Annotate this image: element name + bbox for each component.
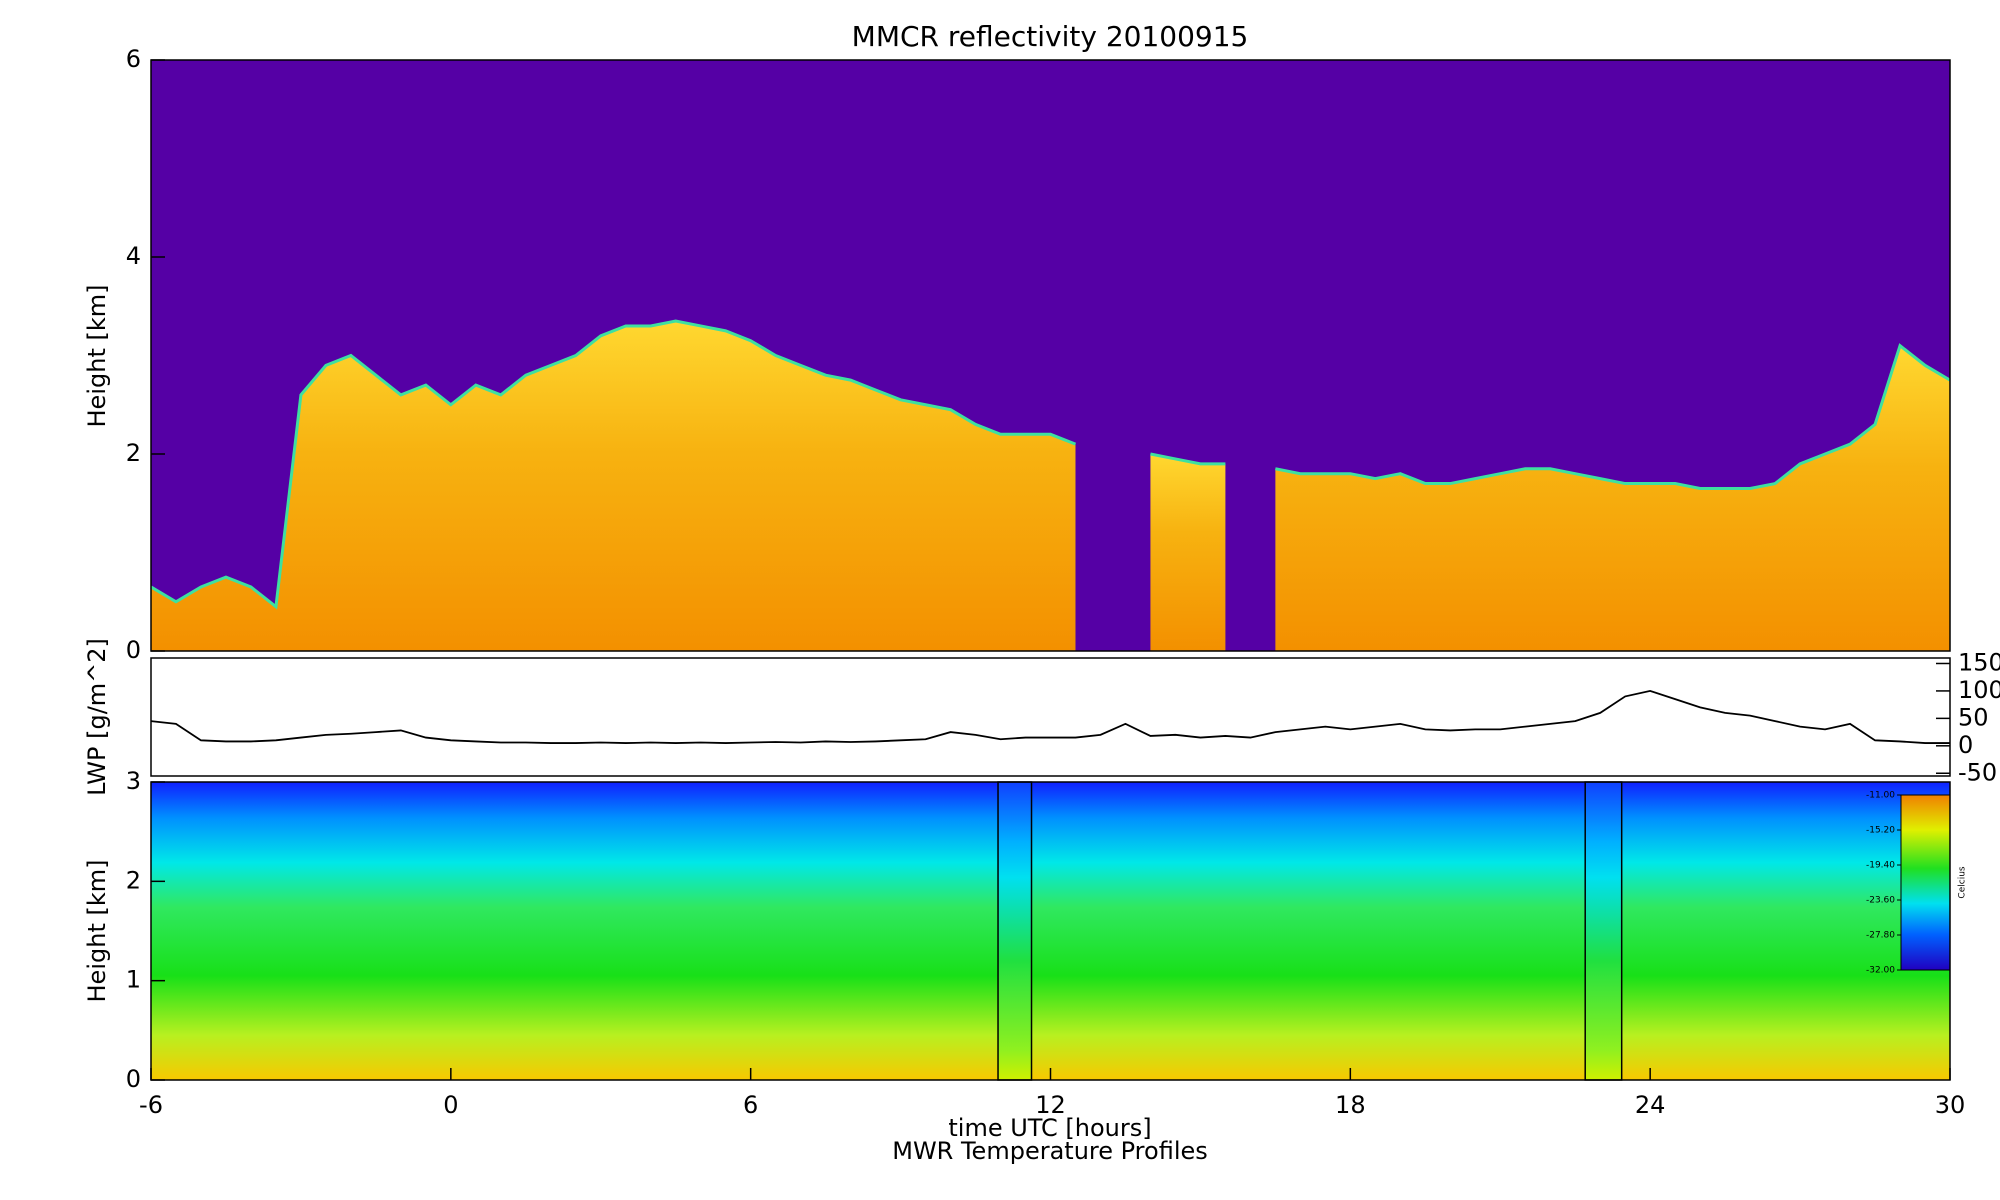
cloud-fill bbox=[1275, 345, 1950, 651]
colorbar-tick-label: -11.00 bbox=[1866, 791, 1895, 801]
lwp-line bbox=[150, 689, 1950, 744]
cloud-top bbox=[150, 319, 1951, 610]
y-axis-label: Height [km] bbox=[83, 860, 111, 1003]
cloud-fill bbox=[1150, 454, 1226, 651]
y-tick-label: 0 bbox=[1958, 731, 1973, 759]
colorbar-tick-label: -27.80 bbox=[1866, 931, 1895, 941]
panel-frame bbox=[150, 59, 1951, 652]
data-gap bbox=[997, 781, 1033, 1081]
temperature-field bbox=[151, 782, 1950, 1080]
x-tick-label: 6 bbox=[743, 1091, 758, 1119]
x-axis-label: time UTC [hours] bbox=[948, 1114, 1151, 1142]
x-tick-label: 12 bbox=[1035, 1091, 1066, 1119]
colorbar-tick-label: -15.20 bbox=[1866, 826, 1895, 836]
cloud-fill bbox=[151, 321, 1076, 651]
x-tick-label: -6 bbox=[139, 1091, 163, 1119]
y-tick-label: 100 bbox=[1958, 676, 2000, 704]
y-tick-label: 50 bbox=[1958, 703, 1989, 731]
y-axis-label: Height [km] bbox=[83, 285, 111, 428]
y-tick-label: 3 bbox=[126, 767, 141, 795]
panel-frame bbox=[150, 781, 1951, 1081]
colorbar-tick-label: -19.40 bbox=[1866, 861, 1895, 871]
y-tick-label: 0 bbox=[126, 636, 141, 664]
colorbar bbox=[1900, 794, 1951, 971]
caption: MWR Temperature Profiles bbox=[892, 1137, 1208, 1165]
y-tick-label: 1 bbox=[126, 966, 141, 994]
colorbar-tick-label: -23.60 bbox=[1866, 896, 1895, 906]
y-tick-label: 4 bbox=[126, 242, 141, 270]
x-tick-label: 30 bbox=[1935, 1091, 1966, 1119]
y-tick-label: 2 bbox=[126, 439, 141, 467]
y-tick-label: 2 bbox=[126, 866, 141, 894]
y-tick-label: 0 bbox=[126, 1065, 141, 1093]
y-tick-label: 6 bbox=[126, 45, 141, 73]
x-tick-label: 0 bbox=[443, 1091, 458, 1119]
chart-title: MMCR reflectivity 20100915 bbox=[852, 20, 1249, 53]
y-tick-label: -50 bbox=[1958, 758, 1997, 786]
y-tick-label: 150 bbox=[1958, 648, 2000, 676]
colorbar-tick-label: -32.00 bbox=[1866, 966, 1895, 976]
y-axis-label: LWP [g/m^2] bbox=[83, 638, 111, 796]
x-tick-label: 18 bbox=[1335, 1091, 1366, 1119]
data-gap bbox=[1584, 781, 1623, 1081]
colorbar-label: Celcius bbox=[1958, 866, 1968, 898]
panel-frame bbox=[150, 657, 1951, 777]
x-tick-label: 24 bbox=[1635, 1091, 1666, 1119]
